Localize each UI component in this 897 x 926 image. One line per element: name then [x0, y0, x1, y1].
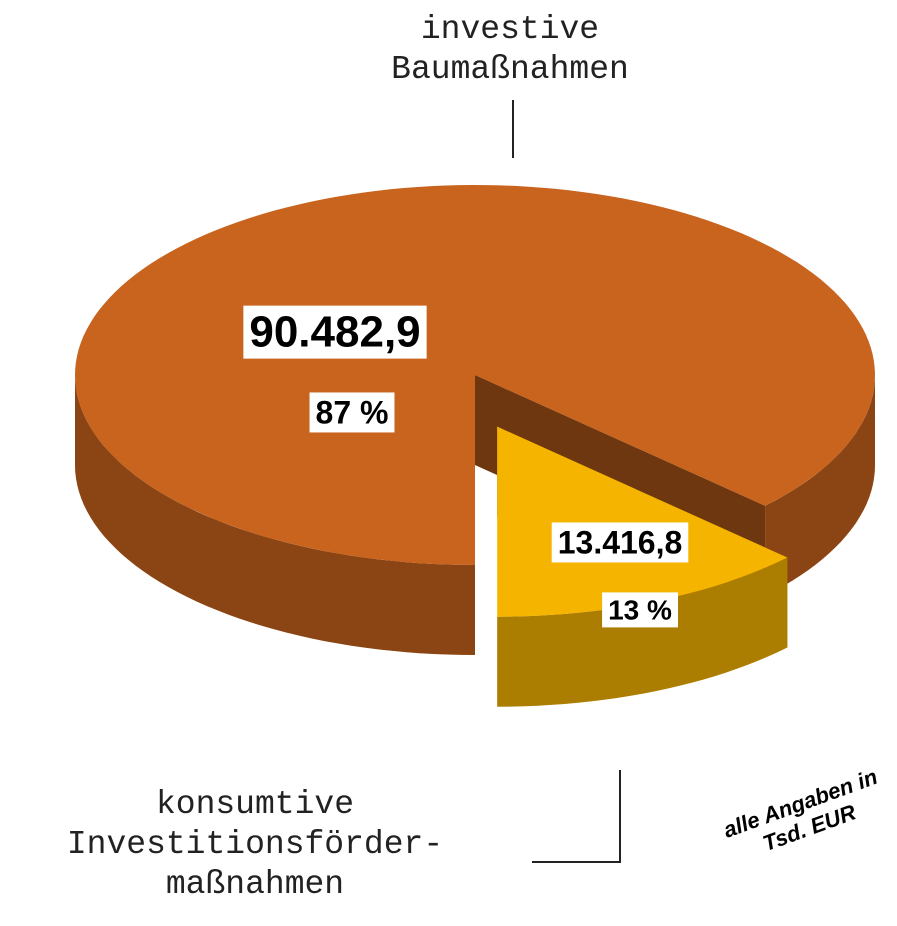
slice-side: [765, 375, 875, 596]
slice-shade: [497, 557, 788, 707]
label-box: [551, 522, 689, 563]
slice-shade: [765, 375, 875, 596]
percentage-label: 87 %: [316, 394, 389, 430]
label-box: [602, 592, 679, 628]
slice-side: [75, 375, 475, 655]
slice-labels: 90.482,9 87 %: [243, 305, 427, 433]
category-label: investive Baumaßnahmen: [391, 11, 629, 88]
percentage-label: 13 %: [608, 594, 672, 625]
category-label: konsumtive Investitionsförder-maßnahmen: [66, 786, 444, 903]
pie-slice: [497, 426, 788, 617]
label-box: [309, 392, 395, 433]
slice-shade: [75, 375, 475, 655]
value-label: 13.416,8: [558, 524, 683, 560]
label-box: [243, 305, 427, 359]
value-label: 90.482,9: [249, 308, 420, 357]
pie-slice: [75, 185, 875, 565]
slice-labels: 13.416,8 13 %: [551, 522, 689, 628]
leader-line: [532, 770, 621, 863]
slice-side: [497, 557, 788, 707]
